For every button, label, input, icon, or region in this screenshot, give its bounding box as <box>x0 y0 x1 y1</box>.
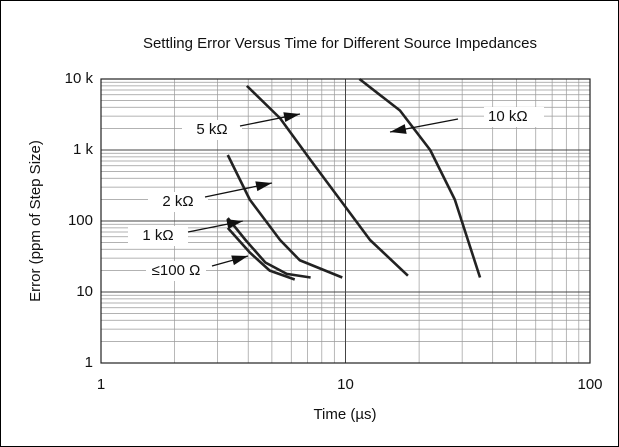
x-tick-label: 100 <box>577 376 602 393</box>
y-tick-label: 10 k <box>65 70 94 87</box>
label-background <box>146 261 206 281</box>
series-label: 10 kΩ <box>488 108 528 125</box>
y-tick-label: 100 <box>68 212 93 229</box>
series-line <box>226 217 311 279</box>
series-label: ≤100 Ω <box>152 262 201 279</box>
x-axis-label: Time (µs) <box>313 406 376 423</box>
arrow-head <box>231 255 248 266</box>
label-background <box>128 226 188 246</box>
x-tick-label: 1 <box>97 376 105 393</box>
y-tick-label: 10 <box>76 283 93 300</box>
arrow-head <box>283 112 300 123</box>
arrow-head <box>226 219 243 230</box>
series-line <box>245 84 409 277</box>
x-tick-label: 10 <box>337 376 354 393</box>
y-tick-label: 1 k <box>73 141 94 158</box>
chart-title: Settling Error Versus Time for Different… <box>143 35 537 52</box>
series-line <box>226 154 343 279</box>
y-axis-label: Error (ppm of Step Size) <box>27 140 44 302</box>
series-label: 5 kΩ <box>196 121 227 138</box>
arrow-head <box>255 181 272 192</box>
y-tick-label: 1 <box>85 354 93 371</box>
label-background <box>148 192 208 212</box>
series-line <box>358 77 482 278</box>
arrow-head <box>390 124 407 134</box>
plot-border <box>100 78 591 364</box>
series-label: 2 kΩ <box>162 193 193 210</box>
series-label: 1 kΩ <box>142 227 173 244</box>
series-line <box>226 227 296 281</box>
label-background <box>484 107 544 127</box>
label-background <box>182 120 242 140</box>
